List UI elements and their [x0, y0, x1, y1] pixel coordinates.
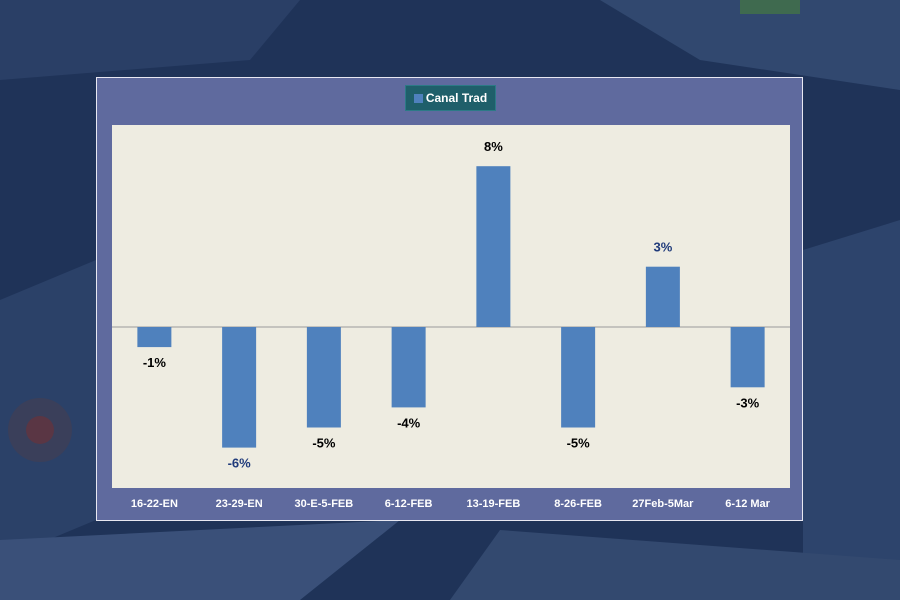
x-tick-label: 6-12 Mar	[725, 498, 770, 510]
bar-6-12-mar	[730, 327, 765, 388]
x-tick-label: 8-26-FEB	[554, 498, 602, 510]
x-tick-label: 27Feb-5Mar	[632, 498, 694, 510]
bar-13-19-feb	[476, 166, 511, 327]
bar-23-29-en	[222, 327, 257, 448]
x-tick-label: 6-12-FEB	[384, 498, 433, 510]
legend-label: Canal Trad	[425, 91, 488, 105]
data-label: -5%	[567, 436, 591, 451]
plot-area: -1% -6% -5% -4% 8% -5% 3% -3%	[112, 125, 790, 488]
bar-8-26-feb	[561, 327, 596, 428]
bar-6-12-feb	[391, 327, 426, 408]
bar-16-22-en	[137, 327, 172, 348]
legend-swatch	[413, 93, 423, 103]
data-label: -5%	[312, 436, 336, 451]
data-label: 3%	[653, 240, 672, 255]
data-label: -6%	[228, 456, 252, 471]
data-label: -4%	[397, 415, 421, 430]
x-tick-label: 13-19-FEB	[466, 498, 521, 510]
x-tick-label: 30-E-5-FEB	[294, 498, 354, 510]
legend: Canal Trad	[405, 85, 496, 111]
bar-30-e-5-feb	[306, 327, 341, 428]
bar-chart: -1% -6% -5% -4% 8% -5% 3% -3%	[112, 139, 790, 471]
data-label: -1%	[143, 355, 167, 370]
data-label: 8%	[484, 139, 503, 154]
bar-27feb-5mar	[645, 266, 680, 327]
x-axis: 16-22-EN 23-29-EN 30-E-5-FEB 6-12-FEB 13-19-…	[112, 498, 790, 514]
x-tick-label: 16-22-EN	[130, 498, 178, 510]
data-label: -3%	[736, 395, 760, 410]
chart-frame: Canal Trad -1% -6% -5% -4% 8% -5% 3% -3% 16-22-…	[96, 77, 803, 521]
x-tick-label: 23-29-EN	[215, 498, 263, 510]
